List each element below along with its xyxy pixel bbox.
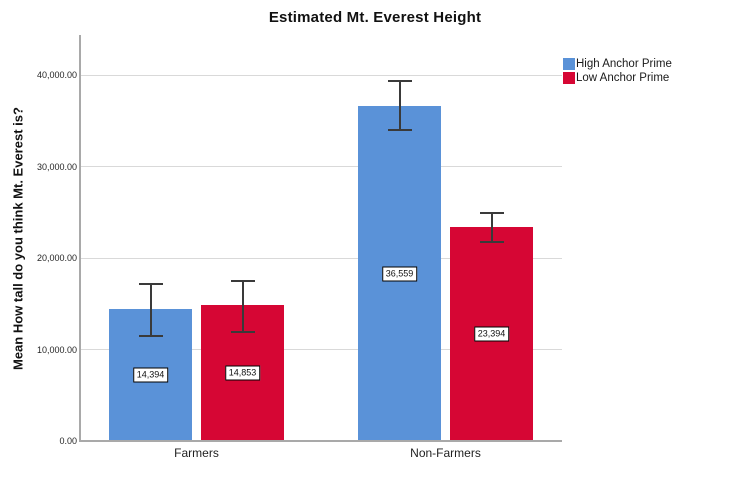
- error-bar-high-anchor-prime-farmers-stem: [149, 283, 152, 337]
- gridline: [81, 257, 562, 259]
- gridline: [81, 349, 562, 350]
- error-bar-low-anchor-prime-non-farmers-stem: [490, 213, 493, 242]
- error-bar-low-anchor-prime-non-farmers-cap-top: [479, 212, 504, 215]
- error-bar-low-anchor-prime-non-farmers-cap-bottom: [479, 240, 504, 243]
- y-tick-label: 10,000.00: [36, 344, 77, 355]
- legend: High Anchor Prime Low Anchor Prime: [563, 57, 672, 85]
- error-bar-low-anchor-prime-farmers-cap-top: [230, 280, 255, 283]
- legend-label-low-anchor-prime: Low Anchor Prime: [576, 72, 670, 84]
- value-label-high-anchor-prime-non-farmers: 36,559: [381, 266, 418, 282]
- y-tick-label: 0.00: [59, 436, 77, 446]
- gridline: [81, 74, 562, 76]
- legend-item-low-anchor-prime: Low Anchor Prime: [563, 71, 672, 85]
- x-category-label-non-farmers: Non-Farmers: [410, 446, 481, 460]
- legend-item-high-anchor-prime: High Anchor Prime: [563, 57, 672, 71]
- gridline: [81, 166, 562, 167]
- y-axis-line: [79, 35, 81, 442]
- error-bar-low-anchor-prime-farmers-cap-bottom: [230, 330, 255, 333]
- error-bar-high-anchor-prime-non-farmers-cap-top: [387, 79, 412, 82]
- legend-swatch-low-anchor-prime: [563, 72, 575, 84]
- y-tick-label: 30,000.00: [36, 161, 77, 172]
- x-category-label-farmers: Farmers: [174, 446, 219, 460]
- x-axis-line: [79, 440, 562, 442]
- value-label-high-anchor-prime-farmers: 14,394: [132, 367, 169, 383]
- legend-label-high-anchor-prime: High Anchor Prime: [576, 58, 672, 70]
- error-bar-high-anchor-prime-farmers-cap-top: [138, 282, 163, 285]
- y-tick-label: 20,000.00: [36, 253, 77, 263]
- error-bar-high-anchor-prime-non-farmers-cap-bottom: [387, 128, 412, 131]
- value-label-low-anchor-prime-farmers: 14,853: [224, 365, 261, 381]
- value-label-low-anchor-prime-non-farmers: 23,394: [473, 326, 510, 342]
- y-tick-label: 40,000.00: [36, 70, 77, 80]
- error-bar-high-anchor-prime-non-farmers-stem: [398, 80, 401, 130]
- chart-title: Estimated Mt. Everest Height: [268, 9, 482, 26]
- error-bar-low-anchor-prime-farmers-stem: [241, 281, 244, 332]
- error-bar-high-anchor-prime-farmers-cap-bottom: [138, 335, 163, 338]
- legend-swatch-high-anchor-prime: [563, 58, 575, 70]
